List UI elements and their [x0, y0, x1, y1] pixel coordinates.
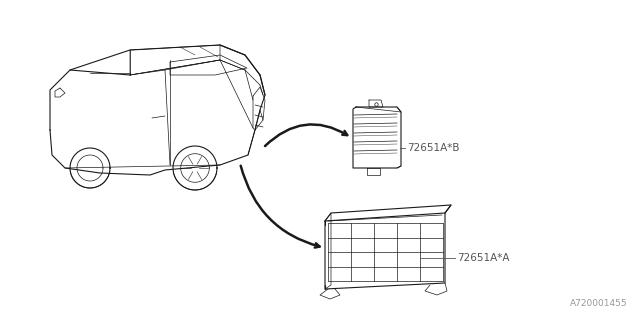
Text: 72651A*B: 72651A*B [407, 143, 460, 153]
Text: 72651A*A: 72651A*A [457, 253, 509, 263]
Text: A720001455: A720001455 [570, 299, 628, 308]
